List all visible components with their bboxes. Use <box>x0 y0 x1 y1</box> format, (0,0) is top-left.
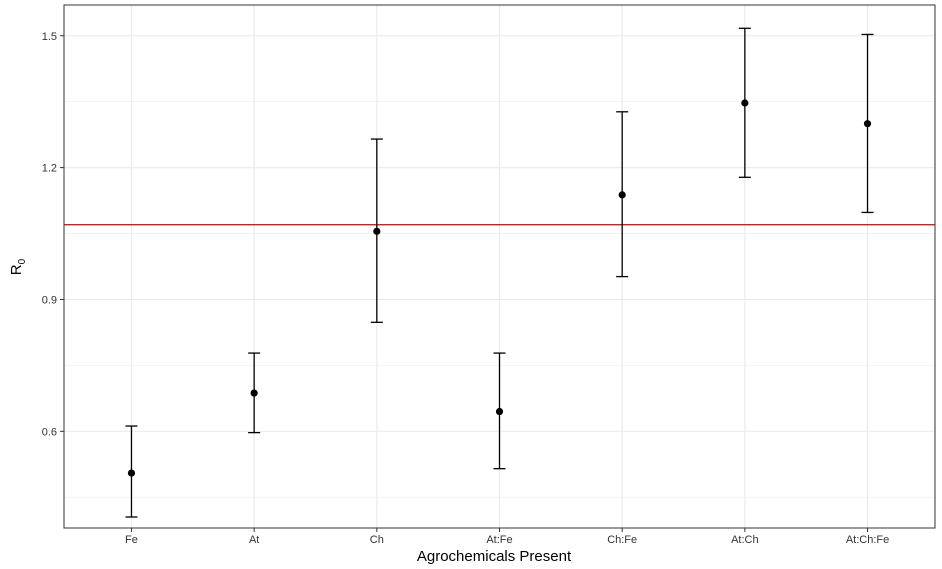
point-Ch:Fe <box>618 191 626 199</box>
error-bars <box>125 27 874 518</box>
x-tick-label: Ch <box>370 534 384 546</box>
y-axis-ticks: 0.6 0.9 1.2 1.5 <box>42 31 64 438</box>
x-tick-label: At:Ch:Fe <box>846 534 889 546</box>
x-tick-label: At <box>249 534 259 546</box>
y-axis-title-subscript: 0 <box>17 258 28 264</box>
x-tick-label: At:Ch <box>731 534 759 546</box>
x-tick-label: Fe <box>125 534 138 546</box>
x-tick-label: At:Fe <box>486 534 512 546</box>
point-At <box>250 389 258 397</box>
point-At:Ch <box>741 99 749 107</box>
y-axis-title: R0 <box>8 258 28 275</box>
y-axis-title-main: R <box>8 264 25 275</box>
point-At:Fe <box>495 407 504 416</box>
y-tick-label: 0.9 <box>42 294 57 306</box>
y-tick-label: 1.2 <box>42 163 57 175</box>
x-axis-title: Agrochemicals Present <box>417 548 572 565</box>
x-axis-ticks: Fe At Ch At:Fe Ch:Fe At:Ch At:Ch:Fe <box>125 528 889 546</box>
y-tick-label: 1.5 <box>42 31 57 43</box>
point-Ch <box>373 227 381 235</box>
point-At:Ch:Fe <box>863 120 872 128</box>
y-tick-label: 0.6 <box>42 426 57 438</box>
point-Fe <box>127 469 136 477</box>
x-tick-label: Ch:Fe <box>607 534 637 546</box>
